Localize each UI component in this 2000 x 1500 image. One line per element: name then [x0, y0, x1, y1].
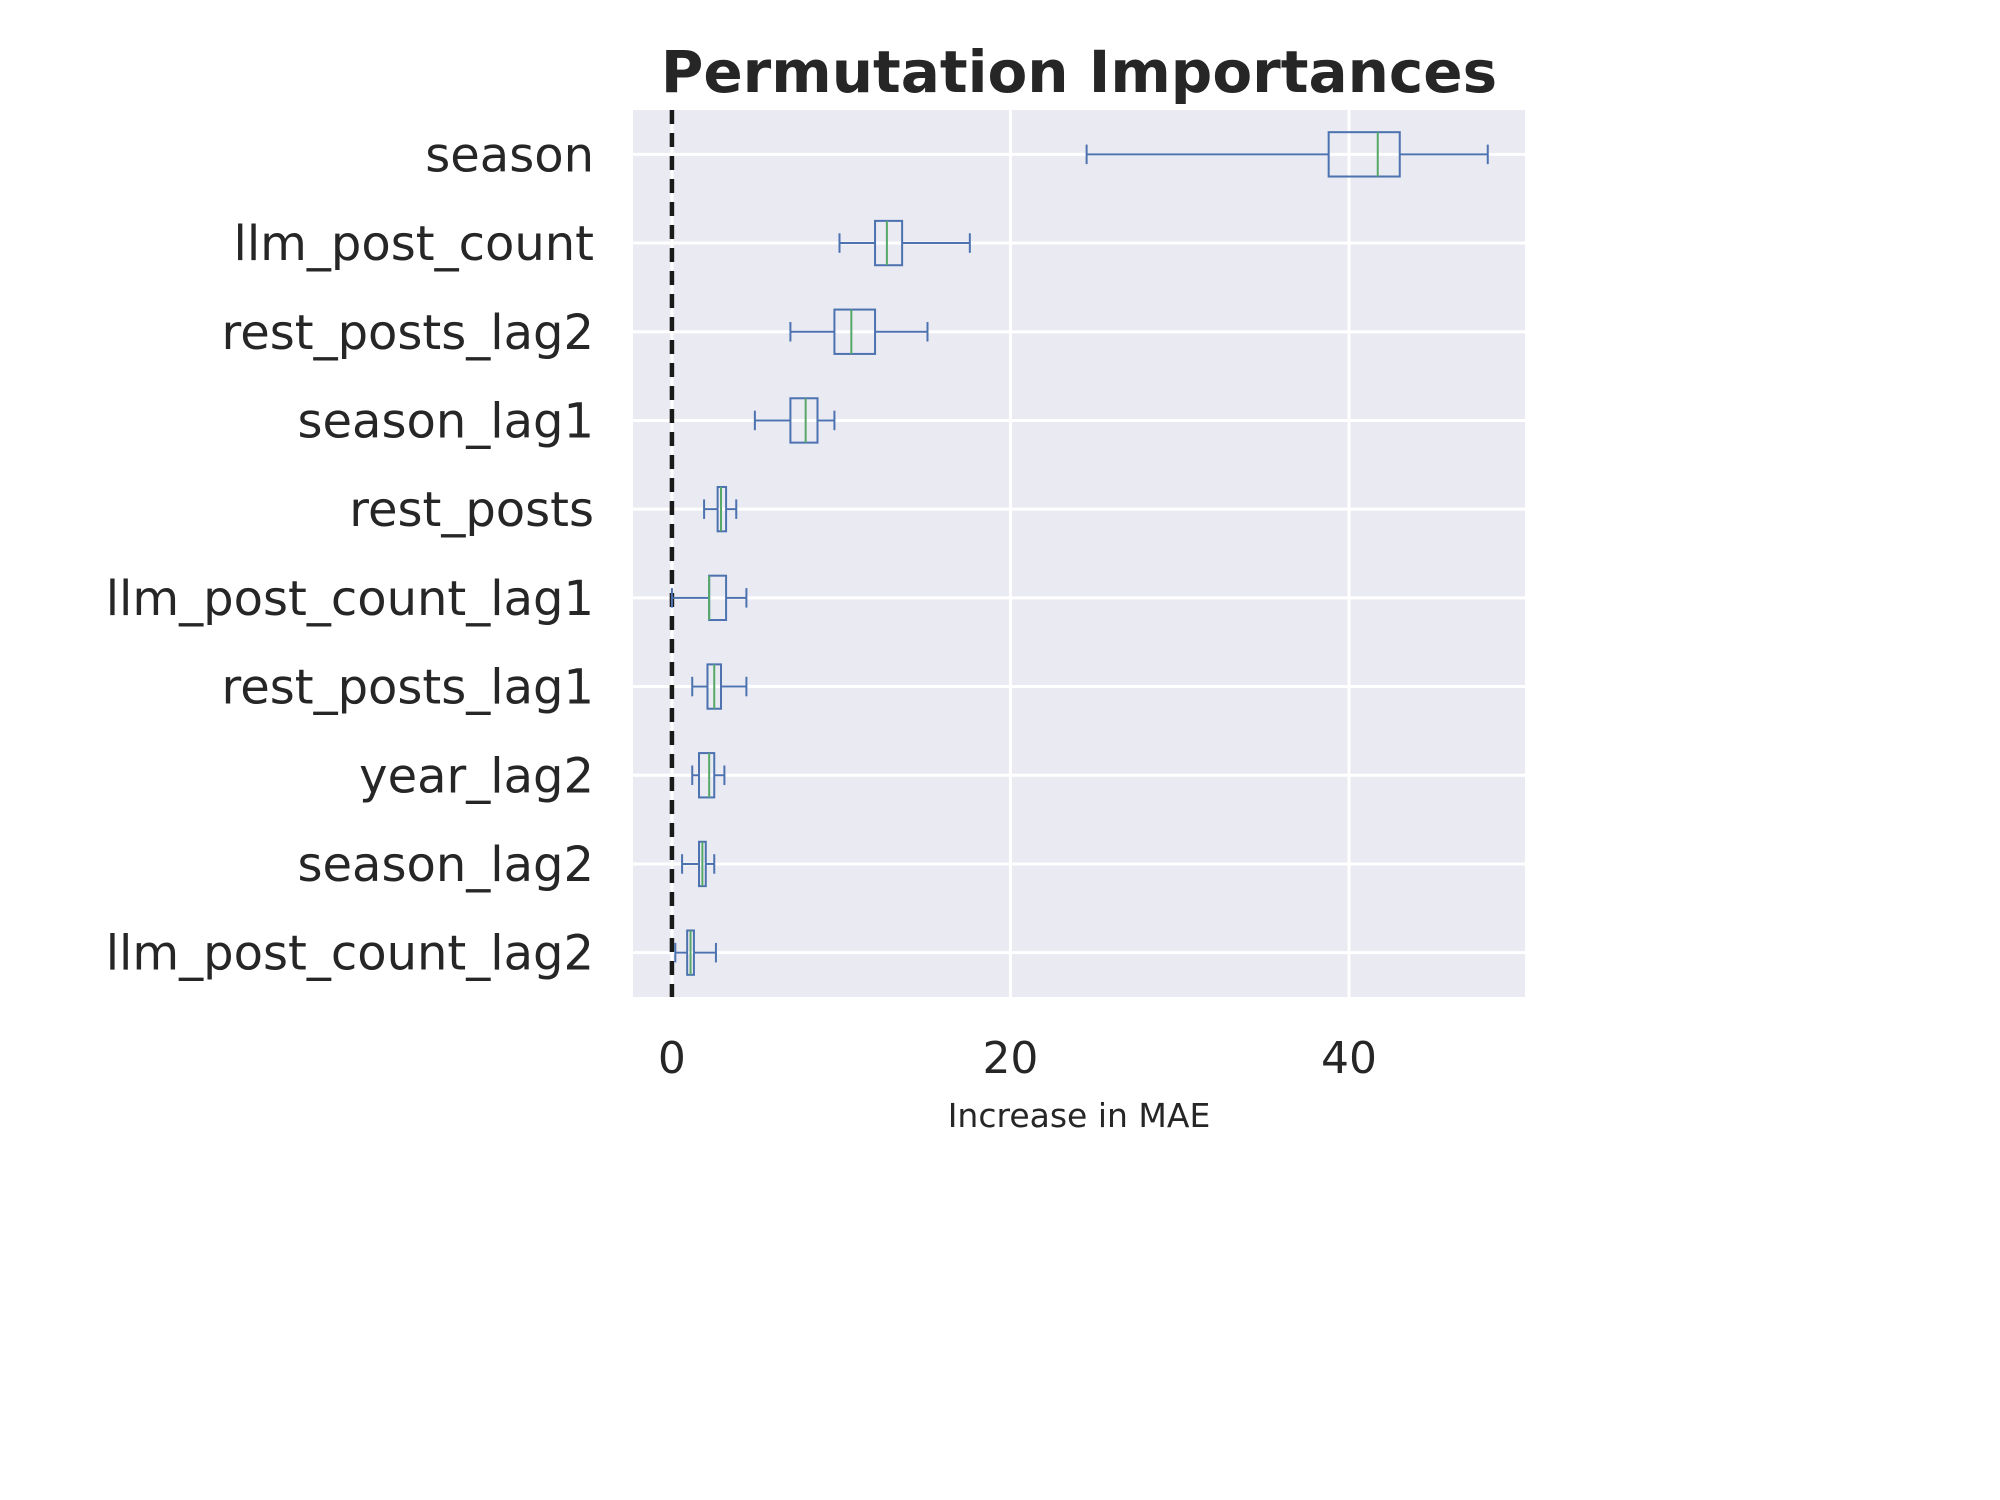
- chart-title: Permutation Importances: [661, 38, 1497, 106]
- box-iqr: [1327, 131, 1401, 178]
- x-tick-labels: 0 20 40: [658, 1033, 1377, 1084]
- box-year_lag2: [691, 752, 726, 799]
- y-tick-label: rest_posts_lag1: [222, 660, 594, 716]
- y-tick-label: llm_post_count_lag1: [106, 571, 594, 627]
- y-tick-labels: season llm_post_count rest_posts_lag2seaso…: [106, 127, 594, 981]
- box-iqr: [698, 752, 716, 799]
- box-season: [1085, 131, 1489, 178]
- x-tick-label: 0: [658, 1033, 686, 1084]
- x-tick-label: 40: [1321, 1033, 1377, 1084]
- plot-background: [633, 110, 1525, 997]
- box-season_lag2: [681, 840, 716, 888]
- box-rest_posts: [703, 485, 738, 533]
- box-iqr: [833, 308, 877, 355]
- box-rest_posts_lag1: [691, 663, 748, 710]
- y-tick-label: season_lag1: [297, 393, 594, 449]
- boxes: [670, 131, 1489, 976]
- box-plot-chart: season llm_post_count rest_posts_lag2seaso…: [106, 38, 1525, 1135]
- box-llm_post_count_lag1: [670, 574, 748, 622]
- box-rest_posts_lag2: [789, 308, 929, 355]
- y-tick-label: season_lag2: [297, 837, 594, 893]
- y-tick-label: llm_post_count: [233, 216, 594, 272]
- box-iqr: [874, 219, 904, 267]
- box-llm_post_count_lag2: [674, 929, 717, 976]
- box-llm_post_count: [838, 219, 971, 267]
- y-tick-label: year_lag2: [359, 748, 594, 804]
- y-tick-label: rest_posts_lag2: [222, 305, 594, 361]
- x-tick-label: 20: [982, 1033, 1038, 1084]
- y-tick-label: season: [425, 127, 594, 183]
- box-iqr: [789, 397, 819, 444]
- box-season_lag1: [753, 397, 836, 444]
- y-tick-label: llm_post_count_lag2: [106, 926, 594, 982]
- y-tick-label: rest_posts: [349, 482, 594, 538]
- grid-lines: [633, 110, 1525, 997]
- x-axis-label: Increase in MAE: [948, 1096, 1211, 1135]
